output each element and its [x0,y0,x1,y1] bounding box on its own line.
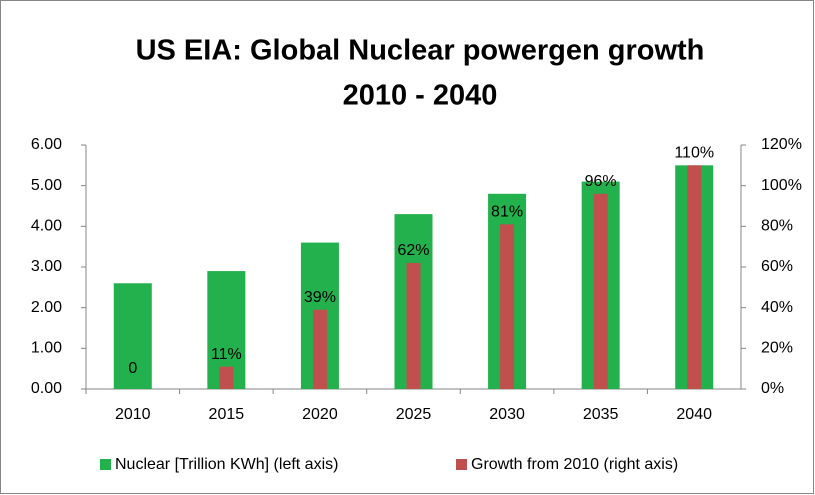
y-tick-label: 1.00 [31,340,62,357]
y-tick-label: 6.00 [31,136,62,153]
y2-tick-label: 40% [761,299,793,316]
legend-label: Growth from 2010 (right axis) [471,456,678,473]
bar [312,309,327,389]
data-label: 39% [304,289,336,306]
bar [219,366,234,389]
y2-tick-label: 80% [761,218,793,235]
x-tick-label: 2015 [209,406,245,423]
bar [500,224,515,389]
data-label: 11% [211,346,242,363]
data-label: 110% [674,145,714,162]
bar [113,283,152,389]
chart-title: 2010 - 2040 [343,80,498,112]
y-tick-label: 5.00 [31,177,62,194]
bar [406,262,421,389]
x-tick-label: 2030 [489,406,525,423]
bar [687,165,702,389]
x-tick-label: 2035 [583,406,619,423]
y2-tick-label: 100% [761,177,802,194]
y2-tick-label: 20% [761,340,793,357]
legend-label: Nuclear [Trillion KWh] (left axis) [115,456,338,473]
chart-title: US EIA: Global Nuclear powergen growth [136,35,705,67]
data-label: 96% [585,173,617,190]
y-tick-label: 0.00 [31,380,62,397]
y2-tick-label: 0% [761,380,784,397]
y2-tick-label: 120% [761,136,802,153]
x-tick-label: 2010 [115,406,151,423]
x-tick-label: 2020 [302,406,338,423]
data-label: 0 [128,360,137,377]
bar [593,193,608,389]
x-tick-label: 2040 [676,406,712,423]
legend-swatch [456,459,467,470]
data-label: 81% [491,204,523,221]
y2-tick-label: 60% [761,258,793,275]
x-tick-label: 2025 [396,406,432,423]
y-tick-label: 2.00 [31,299,62,316]
y-tick-label: 4.00 [31,218,62,235]
data-label: 62% [397,242,429,259]
legend-swatch [100,459,111,470]
y-tick-label: 3.00 [31,258,62,275]
